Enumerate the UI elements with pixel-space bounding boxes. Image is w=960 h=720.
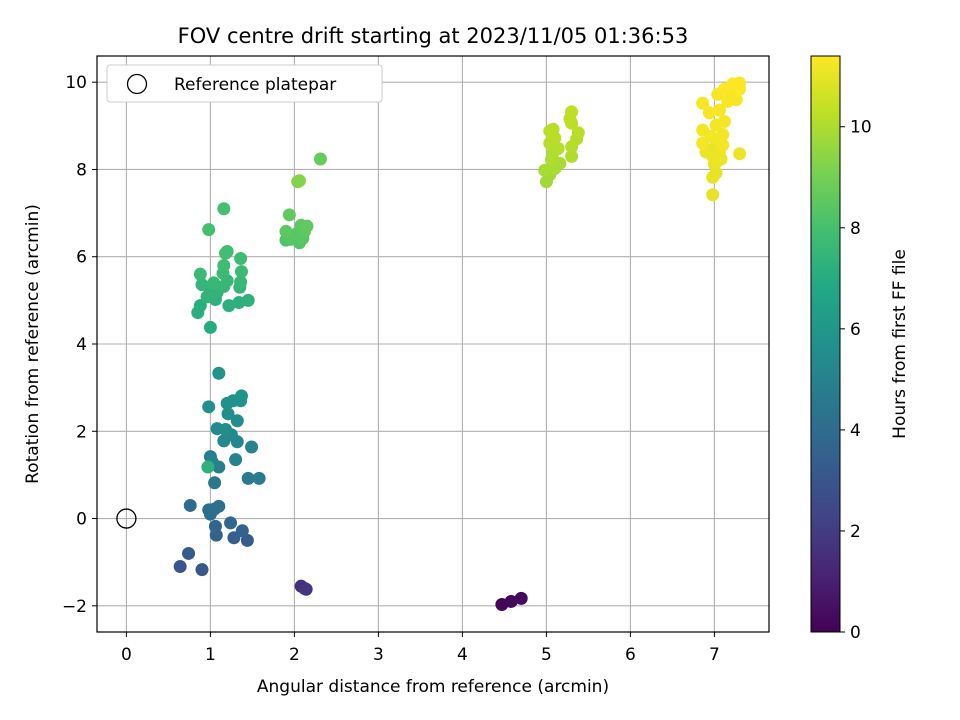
legend: Reference platepar — [106, 64, 383, 103]
colorbar-tick-label: 8 — [850, 219, 861, 239]
data-point — [207, 276, 221, 290]
colorbar-tick-label: 0 — [850, 623, 861, 643]
data-point — [313, 152, 327, 166]
data-point — [217, 202, 231, 216]
data-point — [203, 320, 217, 334]
data-point — [234, 389, 248, 403]
data-point — [514, 591, 528, 605]
data-point — [234, 265, 248, 279]
data-point — [217, 258, 231, 272]
y-axis-ticks: −2 0 2 4 6 8 10 — [62, 73, 97, 617]
colorbar-label: Hours from first FF file — [890, 249, 910, 439]
data-point — [538, 163, 552, 177]
colorbar-gradient — [810, 55, 841, 633]
data-point — [220, 244, 234, 258]
x-tick-label: 7 — [709, 645, 720, 665]
y-tick-label: −2 — [62, 597, 87, 617]
data-point — [219, 423, 233, 437]
data-point — [565, 149, 579, 163]
x-tick-label: 4 — [457, 645, 468, 665]
data-point — [292, 174, 306, 188]
data-point — [230, 414, 244, 428]
data-point — [208, 519, 222, 533]
x-tick-label: 5 — [541, 645, 552, 665]
y-tick-label: 2 — [76, 422, 87, 442]
data-point — [241, 471, 255, 485]
colorbar-tick-label: 10 — [850, 118, 872, 138]
data-point — [173, 560, 187, 574]
data-point — [240, 533, 254, 547]
x-axis-label: Angular distance from reference (arcmin) — [257, 677, 609, 697]
data-point — [504, 594, 518, 608]
x-tick-label: 0 — [121, 645, 132, 665]
y-axis-label: Rotation from reference (arcmin) — [23, 204, 43, 484]
grid-layer — [97, 56, 769, 632]
data-point — [202, 223, 216, 237]
chart-title: FOV centre drift starting at 2023/11/05 … — [178, 24, 689, 48]
legend-box — [106, 64, 383, 103]
data-point — [702, 106, 716, 120]
data-point — [299, 582, 313, 596]
colorbar-tick-label: 6 — [850, 320, 861, 340]
colorbar-tick-label: 4 — [850, 421, 861, 441]
data-point — [279, 224, 293, 238]
y-tick-label: 6 — [76, 248, 87, 268]
legend-marker-icon — [126, 73, 148, 95]
x-axis-ticks: 0 1 2 3 4 5 6 7 — [121, 632, 720, 665]
data-point — [565, 105, 579, 119]
data-point — [245, 440, 259, 454]
data-point — [241, 293, 255, 307]
data-point — [712, 103, 726, 117]
x-tick-label: 3 — [373, 645, 384, 665]
data-point — [201, 460, 215, 474]
legend-label: Reference platepar — [174, 75, 336, 95]
reference-marker — [116, 508, 137, 529]
points-layer — [173, 76, 747, 612]
x-tick-label: 2 — [289, 645, 300, 665]
data-point — [300, 219, 314, 233]
data-point — [229, 453, 243, 467]
y-tick-label: 8 — [76, 160, 87, 180]
data-point — [202, 503, 216, 517]
colorbar-ticks: 0 2 4 6 8 10 — [840, 118, 872, 643]
colorbar-tick-label: 2 — [850, 522, 861, 542]
y-tick-label: 10 — [65, 73, 87, 93]
data-point — [546, 122, 560, 136]
data-point — [212, 499, 226, 513]
data-point — [235, 524, 249, 538]
data-point — [571, 126, 585, 140]
data-point — [696, 96, 710, 110]
data-point — [733, 147, 747, 161]
x-tick-label: 6 — [625, 645, 636, 665]
data-point — [234, 251, 248, 265]
data-point — [183, 498, 197, 512]
colorbar: 0 2 4 6 8 10 Hours from first FF file — [810, 55, 910, 643]
data-point — [234, 275, 248, 289]
data-point — [208, 476, 222, 490]
data-point — [706, 188, 720, 202]
data-point — [195, 563, 209, 577]
data-point — [195, 278, 209, 292]
data-point — [212, 366, 226, 380]
data-point — [716, 128, 730, 142]
data-point — [696, 123, 710, 137]
data-point — [717, 114, 731, 128]
y-tick-label: 4 — [76, 335, 87, 355]
data-point — [282, 208, 296, 222]
y-tick-label: 0 — [76, 510, 87, 530]
data-point — [224, 516, 238, 530]
data-point — [733, 76, 747, 90]
data-point — [222, 299, 236, 313]
data-point — [252, 471, 266, 485]
data-point — [193, 267, 207, 281]
data-point — [202, 400, 216, 414]
data-point — [182, 546, 196, 560]
data-point — [221, 407, 235, 421]
x-tick-label: 1 — [205, 645, 216, 665]
reference-layer — [116, 508, 137, 529]
